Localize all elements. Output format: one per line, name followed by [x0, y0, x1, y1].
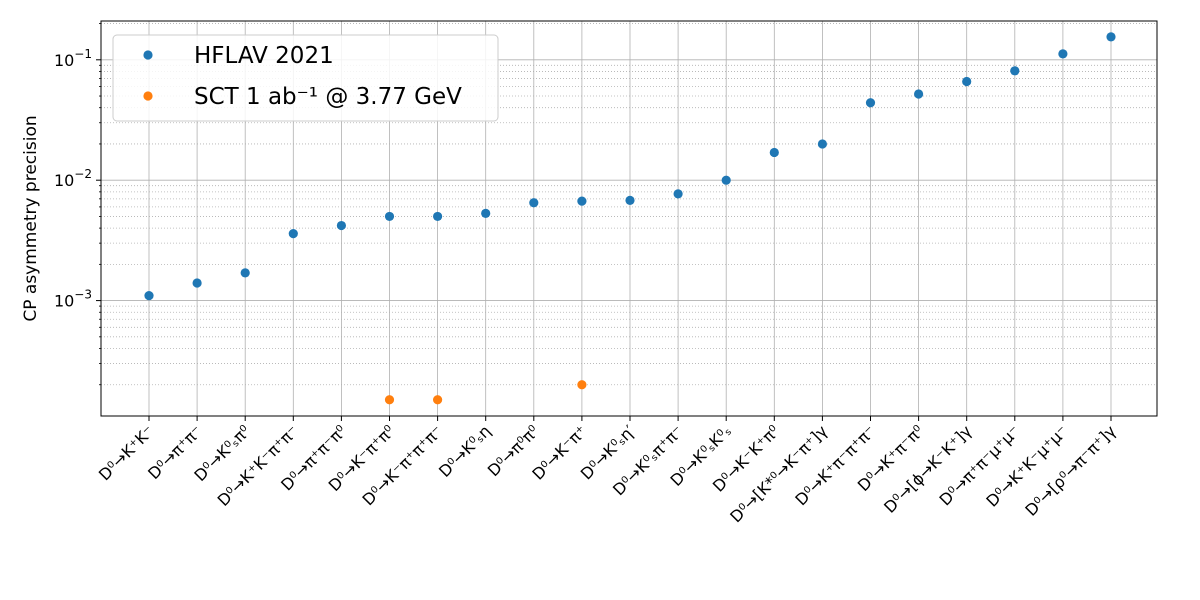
data-point	[433, 211, 443, 222]
data-point	[336, 220, 346, 231]
data-point	[240, 268, 250, 278]
data-point	[1106, 32, 1116, 42]
y-tick-label: 10−2	[54, 167, 92, 190]
data-point	[914, 89, 924, 99]
y-axis-title: CP asymmetry precision	[21, 115, 41, 321]
data-point	[673, 189, 683, 199]
data-point	[384, 211, 395, 222]
data-point	[962, 76, 972, 87]
data-point	[865, 98, 876, 108]
y-tick-label: 10−1	[54, 47, 92, 70]
data-point	[625, 195, 635, 205]
data-point	[384, 395, 395, 405]
data-point	[769, 147, 779, 158]
data-point	[577, 196, 587, 206]
data-point	[1010, 66, 1020, 76]
legend: HFLAV 2021 SCT 1 ab⁻¹ @ 3.77 GeV	[112, 34, 499, 122]
legend-marker	[143, 50, 153, 60]
plot-frame	[100, 20, 1158, 417]
data-point	[817, 139, 828, 149]
data-point	[1058, 49, 1068, 59]
legend-label: HFLAV 2021	[194, 43, 334, 69]
x-tick-label: D⁰→K⁰ₛη	[435, 421, 495, 481]
legend-marker	[143, 91, 153, 101]
y-tick-label: 10−3	[54, 288, 92, 311]
data-point	[144, 291, 154, 301]
grid	[101, 21, 1157, 416]
x-tick-label: D⁰→[ρ⁰→π⁻π⁺]γ	[1021, 421, 1119, 519]
legend-box	[112, 34, 499, 122]
data-point	[577, 380, 587, 390]
data-points	[144, 32, 1116, 405]
data-point	[288, 229, 298, 239]
data-point	[433, 395, 443, 405]
data-point	[481, 208, 491, 218]
data-point	[192, 278, 202, 288]
data-point	[529, 198, 539, 208]
legend-label: SCT 1 ab⁻¹ @ 3.77 GeV	[194, 84, 462, 110]
data-point	[721, 175, 731, 185]
